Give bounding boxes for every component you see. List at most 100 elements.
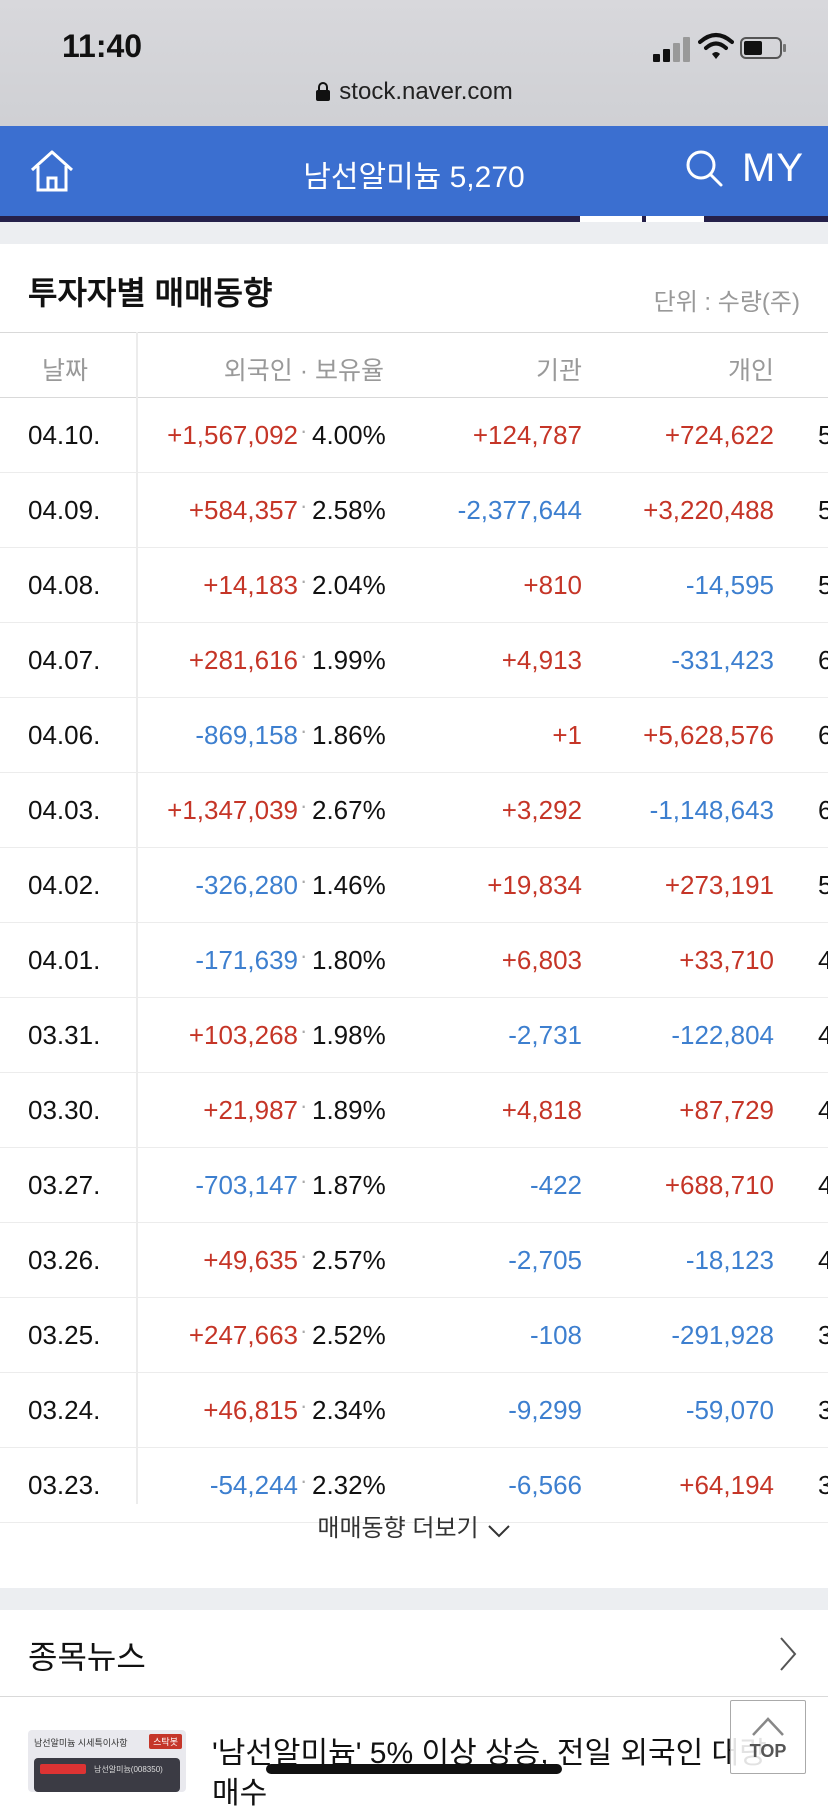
separator-dot: · [300, 1393, 308, 1418]
separator-dot: · [300, 493, 308, 518]
row-holding-ratio: 1.46% [312, 870, 386, 900]
row-individual-net: -331,423 [671, 645, 774, 675]
row-holding-ratio: 1.99% [312, 645, 386, 675]
address-bar[interactable]: stock.naver.com [0, 78, 828, 106]
row-clipped-value: 3 [818, 1470, 828, 1500]
row-date: 03.23. [28, 1470, 101, 1500]
table-body: 04.10. +1,567,092 · 4.00% +124,787 +724,622 5 0… [0, 398, 828, 1523]
news-thumbnail[interactable]: 남선알미늄 시세특이사항 스탁봇 남선알미늄(008350) [28, 1730, 186, 1792]
row-individual-net: -14,595 [685, 570, 774, 600]
news-headline[interactable]: '남선알미늄' 5% 이상 상승, 전일 외국인 대량 매수 [212, 1737, 767, 1810]
row-date: 04.09. [28, 495, 101, 525]
row-date: 03.25. [28, 1320, 101, 1350]
table-row: 03.23. -54,244 · 2.32% -6,566 +64,194 3 [0, 1448, 828, 1523]
home-indicator [266, 1764, 562, 1774]
nav-strip [0, 216, 828, 222]
separator-dot: · [300, 718, 308, 743]
home-icon[interactable] [28, 148, 76, 194]
row-holding-ratio: 2.52% [312, 1320, 386, 1350]
row-institution-net: -9,299 [508, 1395, 582, 1425]
row-foreign-net: -703,147 [195, 1170, 298, 1200]
table-row: 03.25. +247,663 · 2.52% -108 -291,928 3 [0, 1298, 828, 1373]
row-date: 03.31. [28, 1020, 101, 1050]
row-holding-ratio: 1.98% [312, 1020, 386, 1050]
row-date: 04.10. [28, 420, 101, 450]
row-foreign-net: -54,244 [209, 1470, 298, 1500]
row-clipped-value: 5 [818, 870, 828, 900]
status-time: 11:40 [62, 28, 143, 64]
thumb-title: 남선알미늄 시세특이사항 [34, 1738, 128, 1748]
row-clipped-value: 5 [818, 420, 828, 450]
section-title: 투자자별 매매동향 [28, 275, 273, 311]
row-foreign-net: +14,183 [203, 570, 298, 600]
row-institution-net: -2,377,644 [457, 495, 582, 525]
top-label: TOP [749, 1741, 787, 1761]
search-icon[interactable] [684, 148, 724, 188]
row-institution-net: +4,818 [501, 1095, 582, 1125]
row-date: 03.30. [28, 1095, 101, 1125]
row-individual-net: +273,191 [664, 870, 774, 900]
row-institution-net: +19,834 [487, 870, 582, 900]
news-section-title[interactable]: 종목뉴스 [28, 1639, 146, 1675]
row-individual-net: -18,123 [685, 1245, 774, 1275]
row-clipped-value: 5 [818, 570, 828, 600]
row-individual-net: -59,070 [685, 1395, 774, 1425]
row-institution-net: +1 [552, 720, 582, 750]
header-institution: 기관 [535, 357, 582, 385]
battery-icon [740, 37, 786, 59]
row-clipped-value: 4 [818, 1095, 828, 1125]
signal-icon [653, 36, 693, 62]
table-row: 04.08. +14,183 · 2.04% +810 -14,595 5 [0, 548, 828, 623]
row-holding-ratio: 2.57% [312, 1245, 386, 1275]
table-row: 04.10. +1,567,092 · 4.00% +124,787 +724,622 5 [0, 398, 828, 473]
separator-dot: · [300, 1018, 308, 1043]
unit-label: 단위 : 수량(주) [653, 289, 800, 316]
chevron-down-icon [487, 1525, 510, 1538]
row-date: 04.07. [28, 645, 101, 675]
lock-icon [316, 82, 331, 101]
row-individual-net: +64,194 [679, 1470, 774, 1500]
header-foreign: 외국인 · 보유율 [223, 357, 384, 385]
row-foreign-net: -326,280 [195, 870, 298, 900]
table-row: 04.06. -869,158 · 1.86% +1 +5,628,576 6 [0, 698, 828, 773]
section-gap [0, 222, 828, 244]
table-row: 03.31. +103,268 · 1.98% -2,731 -122,804 4 [0, 998, 828, 1073]
row-institution-net: +4,913 [501, 645, 582, 675]
row-date: 04.06. [28, 720, 101, 750]
row-individual-net: -1,148,643 [649, 795, 774, 825]
more-trading-button[interactable]: 매매동향 더보기 [0, 1508, 828, 1543]
row-holding-ratio: 2.58% [312, 495, 386, 525]
row-holding-ratio: 1.89% [312, 1095, 386, 1125]
row-individual-net: +87,729 [679, 1095, 774, 1125]
status-bar: 11:40 stock.naver.com [0, 0, 828, 126]
row-individual-net: +688,710 [664, 1170, 774, 1200]
row-institution-net: +124,787 [472, 420, 582, 450]
row-foreign-net: +21,987 [203, 1095, 298, 1125]
row-institution-net: -108 [529, 1320, 582, 1350]
thumb-box [34, 1758, 180, 1792]
row-institution-net: -6,566 [508, 1470, 582, 1500]
row-date: 03.24. [28, 1395, 101, 1425]
row-institution-net: +6,803 [501, 945, 582, 975]
row-institution-net: -2,705 [508, 1245, 582, 1275]
row-clipped-value: 6 [818, 645, 828, 675]
row-individual-net: -122,804 [671, 1020, 774, 1050]
stock-title: 남선알미늄 5,270 [303, 161, 525, 194]
row-date: 04.01. [28, 945, 101, 975]
row-foreign-net: +1,347,039 [167, 795, 298, 825]
top-navbar: 남선알미늄 5,270 MY [0, 126, 828, 216]
row-holding-ratio: 4.00% [312, 420, 386, 450]
table-row: 03.30. +21,987 · 1.89% +4,818 +87,729 4 [0, 1073, 828, 1148]
row-date: 04.03. [28, 795, 101, 825]
my-button[interactable]: MY [742, 146, 804, 190]
row-clipped-value: 4 [818, 1020, 828, 1050]
table-row: 04.01. -171,639 · 1.80% +6,803 +33,710 4 [0, 923, 828, 998]
row-foreign-net: +281,616 [188, 645, 298, 675]
row-individual-net: +5,628,576 [643, 720, 774, 750]
row-holding-ratio: 2.34% [312, 1395, 386, 1425]
row-holding-ratio: 2.67% [312, 795, 386, 825]
chevron-right-icon[interactable] [778, 1636, 798, 1672]
scroll-top-button[interactable]: TOP [730, 1700, 806, 1774]
row-foreign-net: -171,639 [195, 945, 298, 975]
investor-trading-table: 날짜 외국인 · 보유율 기관 개인 04.10. +1,567,092 · 4.00… [0, 332, 828, 1523]
